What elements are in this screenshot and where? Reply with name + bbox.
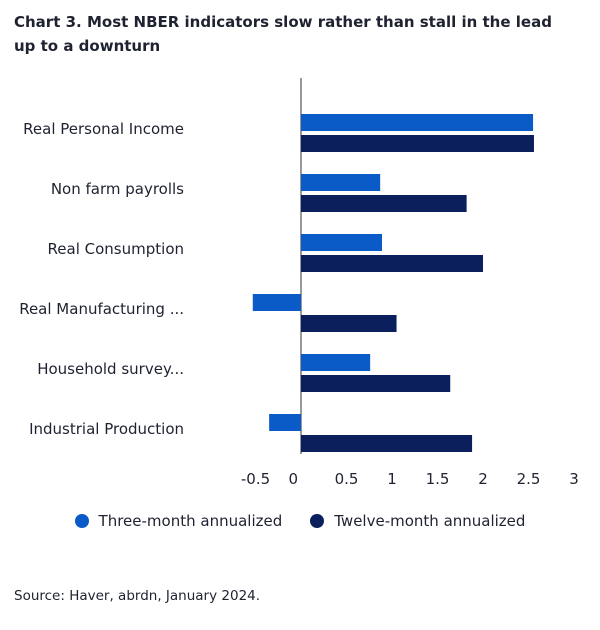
category-label: Real Consumption — [48, 240, 184, 258]
bar-twelve-month — [301, 435, 473, 452]
category-label: Non farm payrolls — [51, 180, 184, 198]
bar-three-month — [252, 294, 301, 311]
x-tick-label: 3 — [569, 470, 579, 488]
legend-label-three-month: Three-month annualized — [98, 512, 283, 530]
bar-twelve-month — [301, 135, 534, 152]
x-tick-label: 2.5 — [517, 470, 541, 488]
category-label: Household survey... — [37, 360, 184, 378]
bar-twelve-month — [301, 375, 451, 392]
category-label: Industrial Production — [29, 420, 184, 438]
legend-swatch-twelve-month — [310, 514, 325, 528]
category-label: Real Manufacturing ... — [19, 300, 184, 318]
x-tick-label: 0 — [288, 470, 298, 488]
legend-item-three-month: Three-month annualized — [74, 512, 283, 530]
legend-label-twelve-month: Twelve-month annualized — [334, 512, 526, 530]
legend: Three-month annualized Twelve-month annu… — [0, 512, 600, 530]
bar-three-month — [301, 114, 534, 131]
source-note: Source: Haver, abrdn, January 2024. — [14, 588, 261, 604]
legend-swatch-three-month — [74, 514, 89, 528]
bar-chart: Real Personal Income Non farm payrolls Rea… — [19, 78, 579, 488]
bar-three-month — [301, 234, 382, 251]
x-tick-label: -0.5 — [241, 470, 270, 488]
bar-three-month — [301, 174, 381, 191]
bar-three-month — [301, 354, 371, 371]
bar-twelve-month — [301, 255, 483, 272]
x-tick-label: 1.5 — [426, 470, 450, 488]
x-tick-label: 1 — [387, 470, 397, 488]
bar-three-month — [269, 414, 301, 431]
bar-twelve-month — [301, 195, 467, 212]
x-tick-label: 2 — [478, 470, 488, 488]
chart-title: Chart 3. Most NBER indicators slow rathe… — [14, 13, 552, 55]
x-tick-label: 0.5 — [335, 470, 359, 488]
category-label: Real Personal Income — [23, 120, 184, 138]
bar-twelve-month — [301, 315, 397, 332]
legend-item-twelve-month: Twelve-month annualized — [310, 512, 525, 530]
